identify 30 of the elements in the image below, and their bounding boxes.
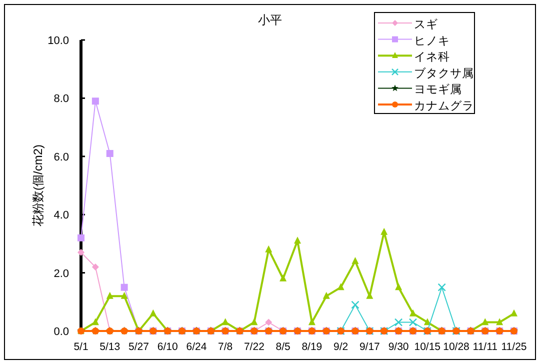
y-tick-label: 4.0 <box>54 210 69 222</box>
y-tick-label: 0.0 <box>54 326 69 338</box>
legend-label: カナムグラ <box>414 100 474 112</box>
x-tick-label: 10/15 <box>414 341 441 353</box>
x-tick-label: 5/1 <box>74 341 88 353</box>
x-tick-label: 7/22 <box>244 341 265 353</box>
x-tick-label: 9/30 <box>388 341 409 353</box>
x-tick-label: 8/19 <box>302 341 322 353</box>
x-tick-label: 5/13 <box>100 341 120 353</box>
y-tick-label: 2.0 <box>54 268 69 280</box>
y-axis-title: 花粉数(個/cm2) <box>31 144 45 226</box>
legend-label: ヒノキ <box>414 35 450 48</box>
legend-label: スギ <box>414 18 438 31</box>
legend-label: ブタクサ属 <box>414 66 474 80</box>
x-tick-label: 9/17 <box>359 341 380 353</box>
x-tick-label: 11/25 <box>501 341 527 353</box>
x-tick-label: 10/28 <box>443 341 470 353</box>
y-tick-label: 10.0 <box>48 35 69 47</box>
x-tick-label: 6/24 <box>186 341 207 353</box>
y-tick-label: 6.0 <box>54 151 69 164</box>
x-tick-label: 7/8 <box>218 341 233 353</box>
legend-label: イネ科 <box>414 50 450 64</box>
x-tick-label: 9/2 <box>333 341 348 353</box>
x-tick-label: 6/10 <box>157 341 178 353</box>
chart-title: 小平 <box>258 13 282 27</box>
x-tick-label: 8/5 <box>276 341 291 353</box>
x-tick-label: 11/11 <box>472 341 498 353</box>
x-tick-label: 5/27 <box>128 341 150 353</box>
legend-label: ヨモギ属 <box>414 83 462 96</box>
y-tick-label: 8.0 <box>54 93 69 106</box>
